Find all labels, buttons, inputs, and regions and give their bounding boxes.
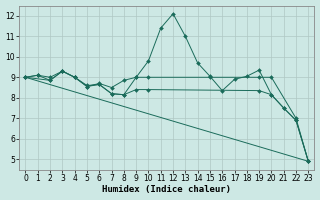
X-axis label: Humidex (Indice chaleur): Humidex (Indice chaleur) — [102, 185, 231, 194]
